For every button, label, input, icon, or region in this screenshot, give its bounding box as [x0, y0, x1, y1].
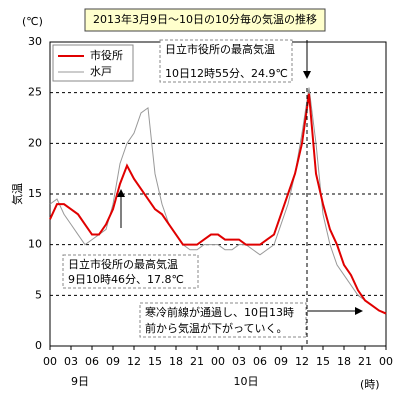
x-tick-label: 18: [337, 355, 351, 368]
x-tick-label: 21: [190, 355, 204, 368]
annotation-box: [62, 254, 199, 289]
x-tick-label: 06: [85, 355, 99, 368]
annotation-text: 日立市役所の最高気温: [165, 42, 275, 56]
y-label: 気温: [10, 183, 24, 205]
annotation-text: 10日12時55分、24.9℃: [165, 67, 288, 80]
chart-title: 2013年3月9日～10日の10分毎の気温の推移: [93, 12, 317, 26]
x-tick-label: 00: [43, 355, 57, 368]
y-tick-label: 5: [35, 288, 42, 301]
y-tick-label: 20: [28, 136, 42, 149]
annotation-box: [139, 302, 307, 338]
x-tick-label: 15: [316, 355, 330, 368]
x-unit: (時): [360, 378, 380, 391]
y-tick-label: 15: [28, 187, 42, 200]
x-tick-label: 03: [232, 355, 246, 368]
x-tick-label: 09: [106, 355, 120, 368]
day-label: 10日: [234, 375, 259, 388]
annotation-box: [159, 39, 293, 83]
annotation-text: 日立市役所の最高気温: [68, 257, 178, 271]
y-tick-label: 25: [28, 86, 42, 99]
annotation-text: 9日10時46分、17.8℃: [68, 273, 184, 286]
y-unit: (℃): [22, 15, 43, 28]
x-tick-label: 21: [358, 355, 372, 368]
x-tick-label: 12: [127, 355, 141, 368]
annotation-text: 寒冷前線が通過し、10日13時: [145, 305, 294, 319]
series-line: [49, 87, 387, 315]
y-tick-label: 10: [28, 238, 42, 251]
x-tick-label: 09: [274, 355, 288, 368]
annotation-text: 前から気温が下がっていく。: [145, 321, 287, 335]
x-tick-label: 00: [211, 355, 225, 368]
y-tick-label: 0: [35, 339, 42, 352]
legend-label: 市役所: [90, 48, 123, 62]
x-tick-label: 06: [253, 355, 267, 368]
x-tick-label: 00: [379, 355, 393, 368]
y-tick-label: 30: [28, 35, 42, 48]
legend-label: 水戸: [90, 65, 112, 78]
x-tick-label: 03: [64, 355, 78, 368]
series-line: [49, 93, 387, 315]
x-tick-label: 12: [295, 355, 309, 368]
x-tick-label: 18: [169, 355, 183, 368]
x-tick-label: 15: [148, 355, 162, 368]
legend-box: [52, 44, 134, 82]
day-label: 9日: [71, 375, 89, 388]
title-box: [84, 8, 326, 32]
